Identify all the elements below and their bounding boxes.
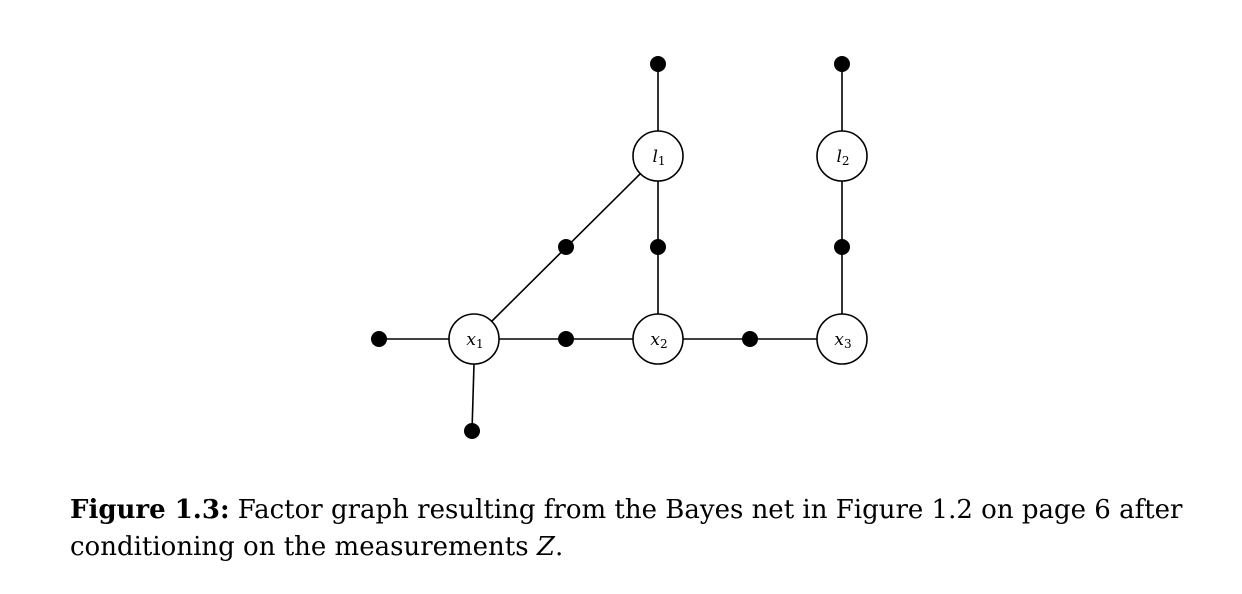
caption-math-symbol: Z: [536, 532, 555, 562]
variable-node-x3: x3: [816, 313, 868, 365]
variable-sub-x2: 2: [660, 337, 668, 351]
variable-sub-x3: 3: [844, 337, 852, 351]
factor-node-x1-prior-below: [464, 423, 480, 439]
svg-text:x2: x2: [650, 330, 667, 351]
variable-label-l2: l: [836, 147, 841, 167]
variable-node-x2: x2: [632, 313, 684, 365]
caption-text-end: .: [554, 532, 564, 562]
factor-node-x3-l2: [834, 239, 850, 255]
factor-node-x1-prior-left: [371, 331, 387, 347]
variable-label-x3: x: [834, 330, 844, 350]
edge-prior-x1-below: [471, 363, 475, 432]
variable-label-x2: x: [650, 330, 660, 350]
factor-node-x2-x3: [742, 331, 758, 347]
svg-text:x3: x3: [834, 330, 851, 351]
factor-node-x1-l1: [558, 239, 574, 255]
variable-sub-l1: 1: [658, 154, 666, 168]
variable-label-l1: l: [652, 147, 657, 167]
variable-label-x1: x: [466, 330, 476, 350]
factor-node-l1-prior: [650, 56, 666, 72]
variable-node-x1: x1: [448, 313, 500, 365]
variable-sub-x1: 1: [476, 337, 484, 351]
svg-text:l1: l1: [652, 147, 665, 168]
factor-node-x1-x2: [558, 331, 574, 347]
factor-node-l2-prior: [834, 56, 850, 72]
variable-node-l2: l2: [816, 130, 868, 182]
variable-sub-l2: 2: [842, 154, 850, 168]
caption-text: Factor graph resulting from the Bayes ne…: [70, 495, 1183, 562]
variable-node-l1: l1: [632, 130, 684, 182]
factor-node-x2-l1: [650, 239, 666, 255]
factor-graph: x1 x2 x3 l1 l2: [371, 56, 868, 439]
caption-label: Figure 1.3:: [70, 495, 230, 525]
figure-caption: Figure 1.3: Factor graph resulting from …: [70, 492, 1210, 566]
svg-text:x1: x1: [466, 330, 483, 351]
svg-text:l2: l2: [836, 147, 849, 168]
